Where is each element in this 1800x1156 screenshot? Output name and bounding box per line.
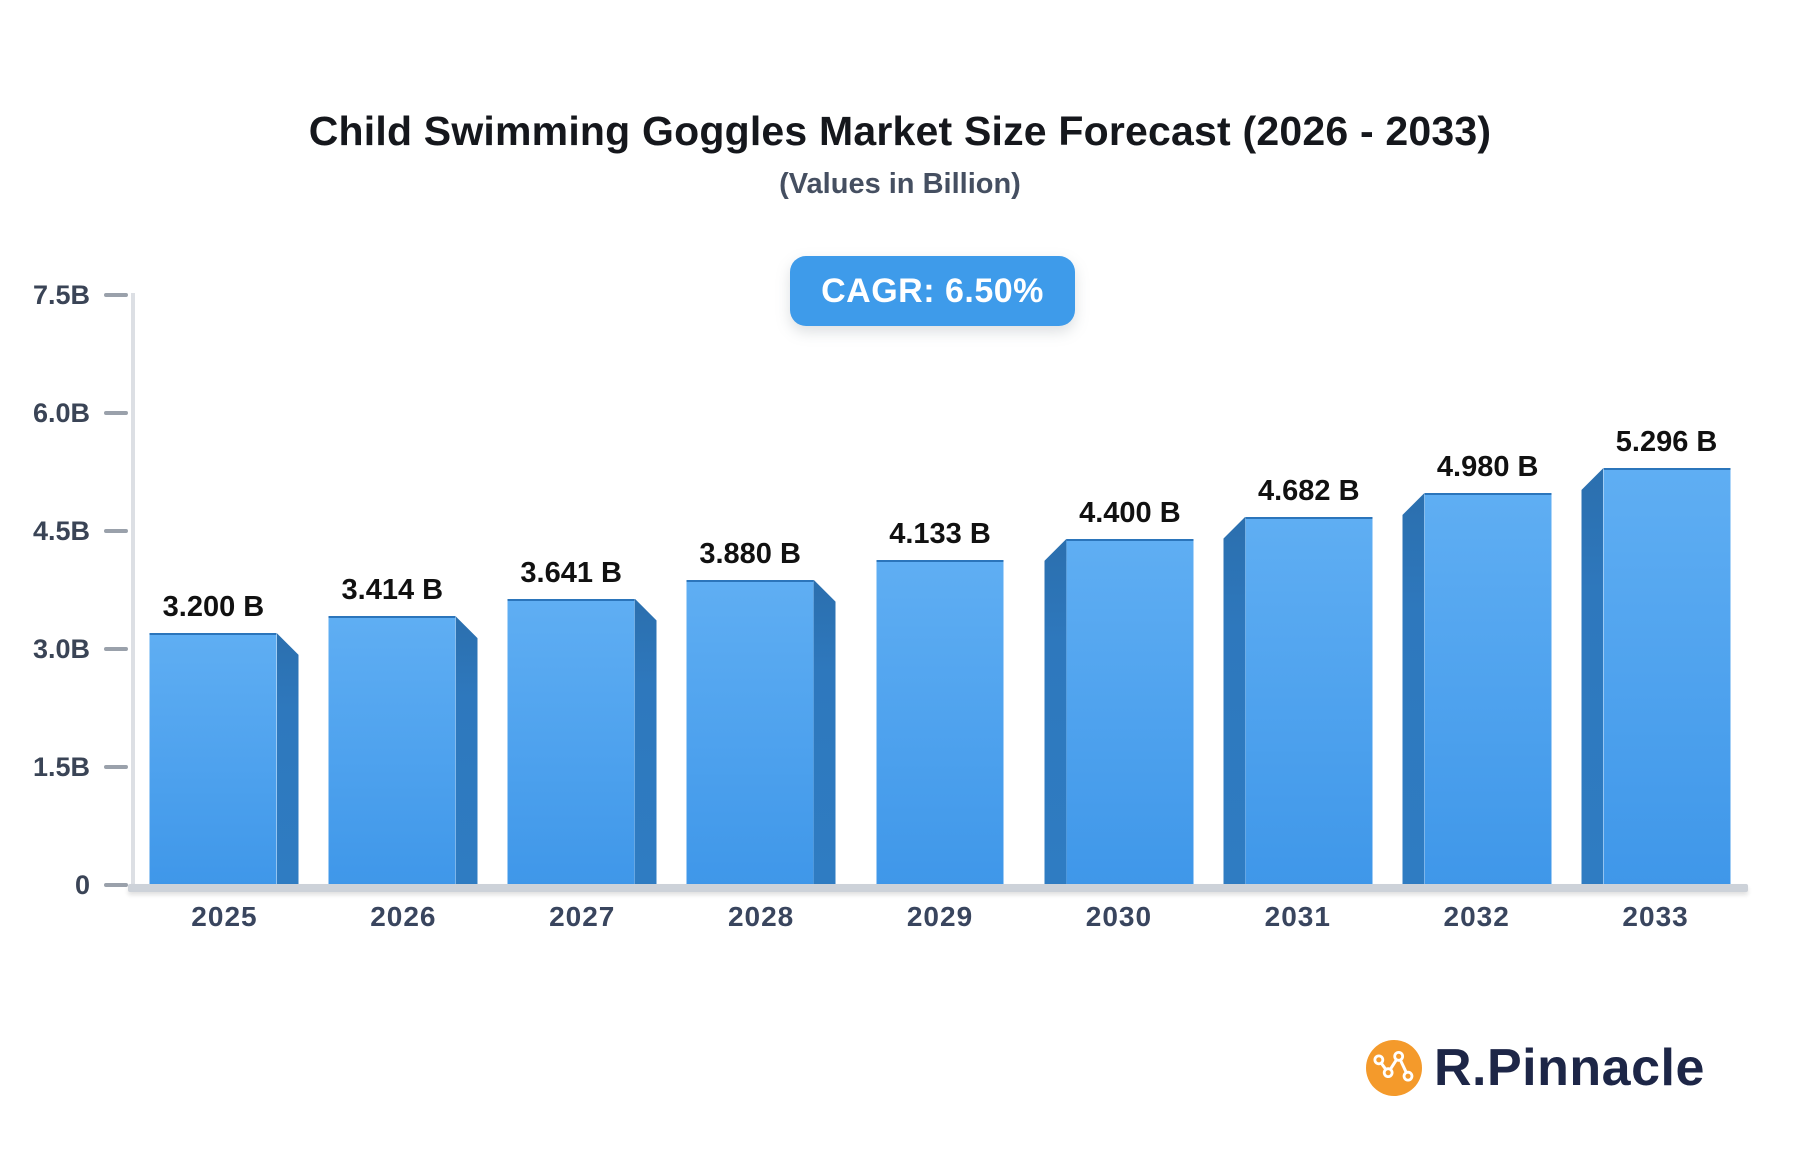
x-axis-label-2027: 2027 <box>549 901 616 932</box>
bar-side-2032 <box>1402 493 1425 885</box>
bar-side-2026 <box>455 616 478 885</box>
y-tick-1.5B: 1.5B <box>20 751 128 783</box>
plot-area: 3.200 B 3.414 B 3.641 B 3.880 B 4.133 B 4.400… <box>135 295 1745 885</box>
bar-column-2030: 4.400 B <box>1029 295 1208 885</box>
bar-2032: 4.980 B <box>1402 451 1552 885</box>
bar-value-label-2028: 3.880 B <box>699 537 801 570</box>
bar-column-2032: 4.980 B <box>1387 295 1566 885</box>
bar-face-2025: 3.200 B <box>149 591 277 885</box>
y-tick-mark <box>104 647 128 651</box>
bar-2033: 5.296 B <box>1581 426 1731 885</box>
bar-value-label-2029: 4.133 B <box>889 517 991 550</box>
bar-value-label-2025: 3.200 B <box>162 591 265 624</box>
bar-2028: 3.880 B <box>686 538 836 885</box>
y-tick-mark <box>104 765 128 769</box>
y-tick-label: 6.0B <box>32 397 90 428</box>
x-axis-label-2033: 2033 <box>1622 901 1689 932</box>
y-tick-label: 4.5B <box>32 515 90 546</box>
rpinnacle-logo: R.Pinnacle <box>1366 1038 1705 1098</box>
bar-column-2026: 3.414 B <box>314 295 493 885</box>
y-tick-3.0B: 3.0B <box>20 633 128 665</box>
bar-face-2031: 4.682 B <box>1245 475 1373 885</box>
bar-2027: 3.641 B <box>507 557 657 885</box>
bar-value-label-2032: 4.980 B <box>1436 451 1539 484</box>
y-tick-label: 3.0B <box>32 633 90 664</box>
bar-side-2030 <box>1044 538 1067 885</box>
bar-value-label-2033: 5.296 B <box>1615 426 1718 459</box>
x-axis-label-2028: 2028 <box>727 901 795 932</box>
bar-face-2026: 3.414 B <box>328 574 456 885</box>
x-axis-label-2030: 2030 <box>1085 901 1153 932</box>
y-tick-mark <box>104 411 128 415</box>
bar-column-2025: 3.200 B <box>135 295 314 885</box>
y-tick-mark <box>104 293 128 297</box>
x-axis-baseline <box>128 884 1748 892</box>
y-tick-0: 0 <box>20 869 128 901</box>
bar-side-2033 <box>1581 468 1604 885</box>
bar-face-2032: 4.980 B <box>1424 451 1552 885</box>
y-axis: 7.5B 6.0B 4.5B 3.0B 1.5B 0 <box>0 280 128 900</box>
bar-2026: 3.414 B <box>328 574 478 885</box>
x-axis-label-2031: 2031 <box>1264 901 1331 932</box>
network-chart-icon <box>1366 1040 1422 1096</box>
bar-column-2033: 5.296 B <box>1566 295 1745 885</box>
x-axis-labels: 2025 2026 2027 2028 2029 2030 2031 2032 2033 <box>135 901 1745 933</box>
y-tick-label: 1.5B <box>32 751 90 782</box>
bar-2025: 3.200 B <box>149 591 299 885</box>
bar-2031: 4.682 B <box>1223 475 1373 885</box>
bar-side-2025 <box>276 633 299 885</box>
y-tick-label: 0 <box>74 869 90 900</box>
bar-face-2029: 4.133 B <box>876 518 1004 885</box>
bar-face-2027: 3.641 B <box>507 557 635 885</box>
bar-side-2031 <box>1223 516 1246 885</box>
bar-side-2027 <box>634 598 657 885</box>
bar-column-2029: 4.133 B <box>851 295 1030 885</box>
logo-text: R.Pinnacle <box>1434 1039 1705 1097</box>
bar-value-label-2026: 3.414 B <box>341 574 444 607</box>
y-tick-label: 7.5B <box>32 279 90 310</box>
x-axis-label-2032: 2032 <box>1443 901 1510 932</box>
bar-2030: 4.400 B <box>1044 497 1194 885</box>
x-axis-label-2026: 2026 <box>370 901 437 932</box>
bar-value-label-2027: 3.641 B <box>520 556 623 589</box>
bar-value-label-2031: 4.682 B <box>1257 474 1360 507</box>
bar-column-2027: 3.641 B <box>493 295 672 885</box>
chart-subtitle: (Values in Billion) <box>779 168 1021 200</box>
y-tick-4.5B: 4.5B <box>20 515 128 547</box>
y-tick-mark <box>104 883 128 887</box>
bar-side-2028 <box>813 579 836 885</box>
cagr-badge: CAGR: 6.50% <box>790 256 1075 326</box>
x-axis-label-2029: 2029 <box>906 901 974 932</box>
cagr-badge-label: CAGR: 6.50% <box>821 271 1044 310</box>
chart-title: Child Swimming Goggles Market Size Forec… <box>308 108 1492 154</box>
bar-face-2028: 3.880 B <box>686 538 814 885</box>
x-axis-label-2025: 2025 <box>191 901 258 932</box>
y-tick-6.0B: 6.0B <box>20 397 128 429</box>
bar-column-2028: 3.880 B <box>672 295 851 885</box>
bar-face-2030: 4.400 B <box>1066 497 1194 885</box>
bar-face-2033: 5.296 B <box>1603 426 1731 885</box>
bar-2029: 4.133 B <box>876 518 1004 885</box>
bar-value-label-2030: 4.400 B <box>1079 496 1181 529</box>
bar-column-2031: 4.682 B <box>1208 295 1387 885</box>
y-tick-7.5B: 7.5B <box>20 279 128 311</box>
y-tick-mark <box>104 529 128 533</box>
y-axis-line <box>131 293 135 888</box>
